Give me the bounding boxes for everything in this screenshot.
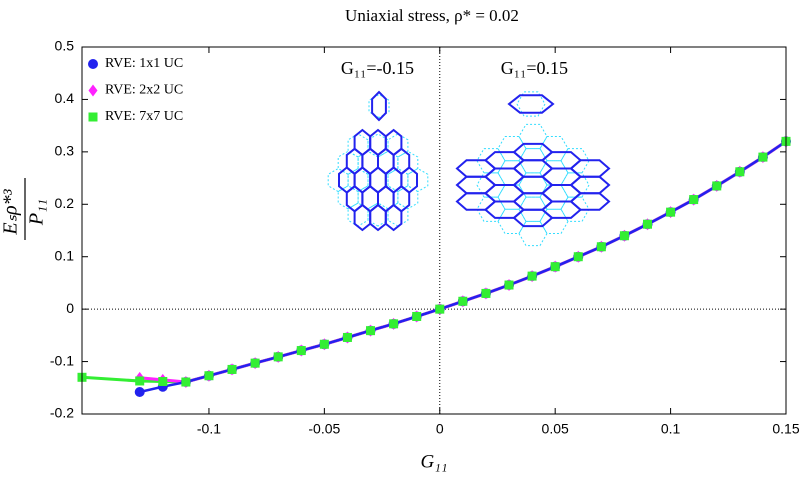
point [758,152,768,162]
lattice-cell [387,202,409,227]
y-tick-label: 0 [66,300,74,316]
lattice-insets [327,90,611,247]
lattice-cell [368,93,390,119]
legend-marker [88,84,98,97]
point [296,346,306,356]
legend-label: RVE: 7x7 UC [105,109,183,124]
lattice-cell [387,167,409,193]
lattice-cell [539,208,569,234]
lattice-cell [539,184,569,210]
point [181,377,191,387]
point [458,296,468,306]
point [342,332,352,342]
lattice-cell [400,166,418,194]
lattice-cell [367,167,389,193]
point [227,364,237,374]
lattice-cell [347,167,369,193]
lattice-cell [377,150,399,175]
annotation: G₁₁=0.15 [501,58,568,78]
point [527,271,537,281]
lattice-cell [507,94,555,114]
x-tick-label: -0.1 [197,421,221,437]
lattice-cell [516,91,546,117]
point [666,207,676,217]
y-tick-label: 0.4 [55,90,75,106]
chart-title: Uniaxial stress, ρ* = 0.02 [345,6,519,25]
legend-entry: RVE: 7x7 UC [88,109,183,124]
annotation: G₁₁=-0.15 [341,58,414,78]
legend-marker [88,112,98,122]
point [389,319,399,329]
point [204,371,214,381]
lattice-cell [569,175,611,195]
legend-entry: RVE: 2x2 UC [88,83,183,98]
point [550,262,560,272]
legend-marker [88,59,98,69]
point [134,386,145,397]
point [619,231,629,241]
lattice-cell [397,150,419,175]
lattice-cell [347,202,369,227]
point [250,358,260,368]
lattice-cell [371,90,387,122]
point [573,252,583,262]
x-tick-label: 0.15 [772,421,799,437]
lattice-cell [569,159,611,178]
y-axis-label-numerator: P₁₁ [26,199,48,226]
point [481,288,491,298]
plot-area: -0.1 -0.05 0 0.05 0.1 0.15 -0.2 -0.1 0 0.1 0.2 0.3 0… [50,38,800,437]
point [435,304,445,314]
legend-entry: RVE: 1x1 UC [88,56,183,71]
lattice-cell [539,136,569,162]
legend-label: RVE: 1x1 UC [105,56,183,71]
point [319,339,329,349]
x-tick-label: 0 [436,421,444,437]
lattice-cell [539,160,569,186]
y-tick-label: -0.2 [50,405,74,421]
point [412,311,422,321]
point [135,376,145,386]
point [504,280,514,290]
x-tick-label: 0.1 [661,421,681,437]
y-tick-label: -0.1 [50,352,74,368]
lattice-cell [569,192,611,211]
lattice-cell [327,167,349,193]
point [689,195,699,205]
point [366,326,376,336]
x-axis-label: G₁₁ [421,451,448,472]
plot-frame [81,46,787,415]
point [643,219,653,229]
series-line [81,140,787,384]
lattice-cell [518,123,548,150]
lattice-cell [337,185,359,210]
lattice-cell [497,208,527,234]
lattice-cell [337,150,359,175]
y-tick-label: 0.2 [55,195,75,211]
lattice-cell [377,185,399,210]
lattice-cell [497,136,527,162]
lattice-cell [397,185,419,210]
legend-label: RVE: 2x2 UC [105,83,183,98]
y-axis-label-denominator: Eₛρ*³ [0,188,22,235]
lattice-cell [497,160,527,186]
y-tick-label: 0.3 [55,143,75,159]
x-tick-label: 0.05 [542,421,569,437]
lattice-cell [387,133,409,158]
point [158,376,168,386]
y-tick-label: 0.5 [55,38,75,54]
series-line [139,140,787,384]
point [273,352,283,362]
point [712,181,722,191]
lattice-cell [407,167,429,193]
lattice-cell [497,184,527,210]
point [596,242,606,252]
lattice-cell [367,202,389,227]
y-tick-label: 0.1 [55,247,75,263]
point [735,167,745,177]
x-tick-label: -0.05 [308,421,340,437]
